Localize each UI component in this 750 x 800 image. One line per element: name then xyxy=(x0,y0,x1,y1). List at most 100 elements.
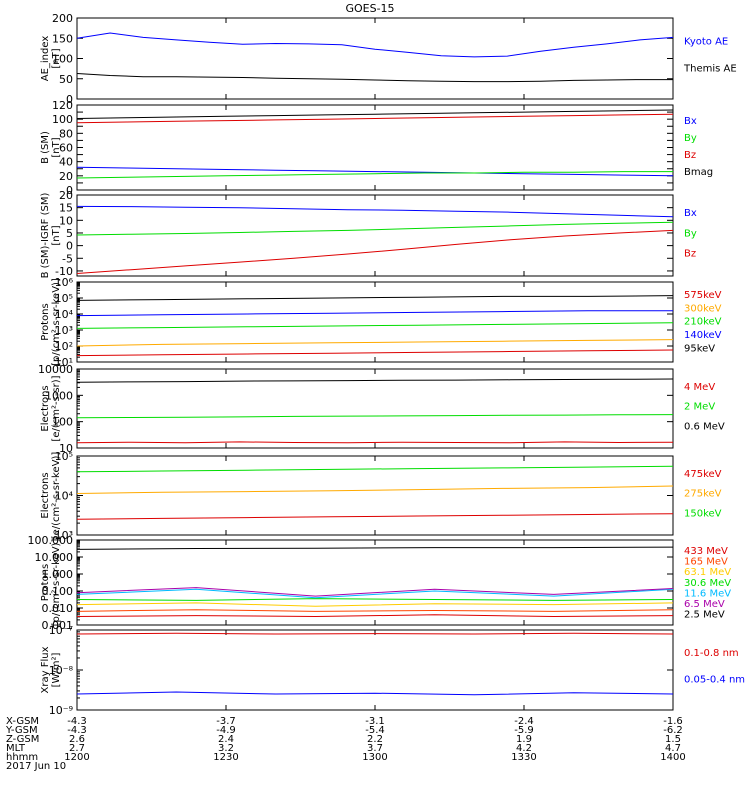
ephem-value: -2.4 xyxy=(514,716,534,727)
panel-frame xyxy=(76,281,674,363)
panel-frame xyxy=(76,17,674,100)
panel-4: 10¹ 10² 10³ 10⁴ 10⁵ 10⁶ Protons [p/(cm²-s-sr-ke… xyxy=(40,276,722,369)
legend-label: 140keV xyxy=(684,330,722,341)
y-tick-label: 60 xyxy=(59,142,73,155)
series-line-275kev xyxy=(76,485,674,494)
legend-label: Bz xyxy=(684,249,696,260)
series-line-475kev xyxy=(76,513,674,520)
ephem-value: 1300 xyxy=(362,752,387,763)
legend-label: 0.05-0.4 nm xyxy=(684,675,745,686)
ephem-label: X-GSM xyxy=(6,716,39,727)
ephem-value: -4.3 xyxy=(67,716,87,727)
series-line-4-mev xyxy=(76,441,674,444)
panel-frame xyxy=(76,629,674,711)
y-tick-label: 40 xyxy=(59,156,73,169)
y-tick-label: 1000 xyxy=(45,389,73,402)
ephem-label: Z-GSM xyxy=(6,734,39,745)
y-tick-label: 10⁵ xyxy=(55,450,73,463)
y-tick-label: 0.010 xyxy=(42,602,74,615)
y-tick-label: 50 xyxy=(59,73,73,86)
y-tick-label: 100 xyxy=(52,53,73,66)
y-axis-label: [nT] xyxy=(51,137,62,157)
y-tick-label: 0 xyxy=(66,240,73,253)
y-tick-label: 10³ xyxy=(55,529,73,542)
legend-label: 6.5 MeV xyxy=(684,599,725,610)
series-line-0-6-mev xyxy=(76,378,674,383)
legend-label: 30.6 MeV xyxy=(684,578,731,589)
y-tick-label: -10 xyxy=(55,265,73,278)
y-axis-label: Electrons xyxy=(40,385,51,431)
legend-label: By xyxy=(684,133,697,144)
ephem-value: 1.9 xyxy=(516,734,532,745)
legend-label: Kyoto AE xyxy=(684,36,728,47)
legend-label: Bx xyxy=(684,116,697,127)
y-axis-label: [p/(cm²-s-sr-keV)] xyxy=(51,278,62,366)
y-tick-label: 80 xyxy=(59,127,73,140)
series-line-30-6-mev xyxy=(76,598,674,601)
y-axis-label: [p/(cm²-s-sr-keV)] xyxy=(51,539,62,627)
y-axis-label: Electrons xyxy=(40,472,51,518)
legend-label: 4 MeV xyxy=(684,382,715,393)
y-axis-label: [e/(cm²-s-sr-keV)] xyxy=(51,452,62,540)
y-tick-label: 20 xyxy=(59,189,73,202)
legend-label: 0.6 MeV xyxy=(684,421,725,432)
ephem-value: 1230 xyxy=(213,752,238,763)
series-line-0-1-0-8-nm xyxy=(76,632,674,635)
y-tick-label: 10 xyxy=(59,442,73,455)
series-line-kyoto-ae xyxy=(76,32,674,58)
ephem-label: MLT xyxy=(6,743,26,754)
y-tick-label: 150 xyxy=(52,32,73,45)
series-line-165-mev xyxy=(76,609,674,612)
series-line-575kev xyxy=(76,349,674,357)
legend-label: 11.6 MeV xyxy=(684,588,731,599)
y-tick-label: 10.000 xyxy=(35,551,74,564)
y-tick-label: 100.000 xyxy=(28,534,74,547)
y-tick-label: 10000 xyxy=(38,363,73,376)
series-line-150kev xyxy=(76,465,674,473)
series-line-by xyxy=(76,221,674,236)
series-line-2-mev xyxy=(76,414,674,419)
y-tick-label: 0.001 xyxy=(42,619,74,632)
panel-frame xyxy=(76,539,674,626)
y-tick-label: -5 xyxy=(62,252,73,265)
series-line-themis-ae xyxy=(76,73,673,83)
y-tick-label: 10⁴ xyxy=(55,308,74,321)
figure-title: GOES-15 xyxy=(345,2,394,15)
series-line-6-5-mev xyxy=(76,587,674,597)
y-tick-label: 10⁶ xyxy=(55,276,74,289)
y-axis-label: B (SM) xyxy=(40,131,51,164)
y-tick-label: 200 xyxy=(52,12,73,25)
y-tick-label: 10² xyxy=(55,340,73,353)
panel-5: 10 100 1000 10000 Electrons [e/(cm²-s-sr)] 4 M… xyxy=(38,363,725,455)
y-axis-label: Xray Flux xyxy=(40,646,51,693)
y-axis-label: [nT] xyxy=(51,48,62,68)
ephemeris-table: X-GSM -4.3 -3.7 -3.1 -2.4 -1.6 Y-GSM -4.3 -4.9 -5… xyxy=(5,716,686,772)
legend-label: 300keV xyxy=(684,303,722,314)
y-axis-label: [W/m²] xyxy=(51,652,62,687)
y-tick-label: 0 xyxy=(66,93,73,106)
y-axis-label: Protons xyxy=(40,303,51,340)
legend-label: 165 MeV xyxy=(684,557,728,568)
ephem-value: -5.9 xyxy=(514,725,534,736)
series-line-0-05-0-4-nm xyxy=(76,691,674,696)
series-line-63-1-mev xyxy=(76,602,674,607)
series-line-2-5-mev xyxy=(76,546,674,550)
series-line-bx xyxy=(76,166,674,177)
legend-label: 0.1-0.8 nm xyxy=(684,648,739,659)
legend-label: Bmag xyxy=(684,167,713,178)
legend-label: 433 MeV xyxy=(684,546,728,557)
ephem-value: 3.2 xyxy=(218,743,234,754)
y-axis-label: Protons xyxy=(40,564,51,601)
legend-label: Themis AE xyxy=(683,63,737,74)
series-line-95kev xyxy=(76,295,674,301)
y-axis-label: B (SM)-IGRF (SM) xyxy=(40,193,51,279)
legend-label: 95keV xyxy=(684,343,715,354)
y-tick-label: 10 xyxy=(59,214,73,227)
series-line-bmag xyxy=(76,109,674,119)
ephem-value: 1330 xyxy=(511,752,536,763)
legend-label: 63.1 MeV xyxy=(684,567,731,578)
y-tick-label: 10⁻⁷ xyxy=(49,624,73,637)
